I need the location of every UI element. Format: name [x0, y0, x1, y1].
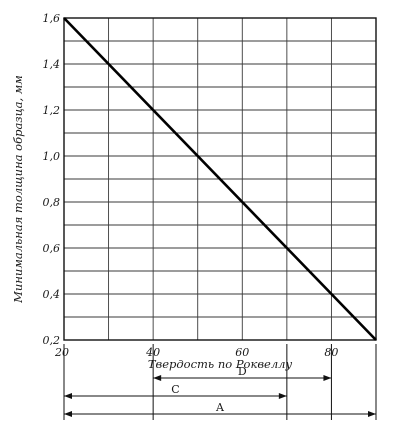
- x-axis-title: Твердость по Роквеллу: [148, 357, 293, 371]
- range-arrowhead: [64, 393, 72, 399]
- range-a-label: A: [215, 401, 225, 414]
- range-c-label: C: [171, 383, 179, 396]
- y-tick-label: 0,4: [43, 288, 61, 301]
- plot-frame: [63, 17, 377, 341]
- y-tick-label: 1,6: [43, 12, 61, 25]
- range-arrowhead: [323, 375, 332, 381]
- y-axis-title: Минимальная толщина образца, мм: [11, 75, 25, 304]
- y-tick-label: 1,0: [43, 150, 61, 163]
- y-tick-label: 1,4: [43, 58, 61, 71]
- range-arrowhead: [64, 411, 72, 417]
- y-tick-label: 0,2: [43, 334, 61, 347]
- y-tick-labels: 0,2 0,4 0,6 0,8 1,0 1,2 1,4 1,6: [43, 12, 61, 347]
- range-arrowhead: [368, 411, 376, 417]
- y-tick-label: 0,6: [43, 242, 61, 255]
- range-d-label: D: [238, 365, 247, 378]
- x-tick-label: 60: [235, 346, 249, 359]
- y-tick-label: 0,8: [43, 196, 61, 209]
- series-line: [63, 17, 377, 341]
- x-tick-label: 20: [54, 346, 69, 359]
- range-indicators: D C A: [63, 344, 377, 420]
- plot-border: [63, 17, 377, 341]
- series-layer: [63, 17, 377, 341]
- range-arrowhead: [153, 375, 162, 381]
- y-tick-label: 1,2: [43, 104, 61, 117]
- range-arrowhead: [278, 393, 287, 399]
